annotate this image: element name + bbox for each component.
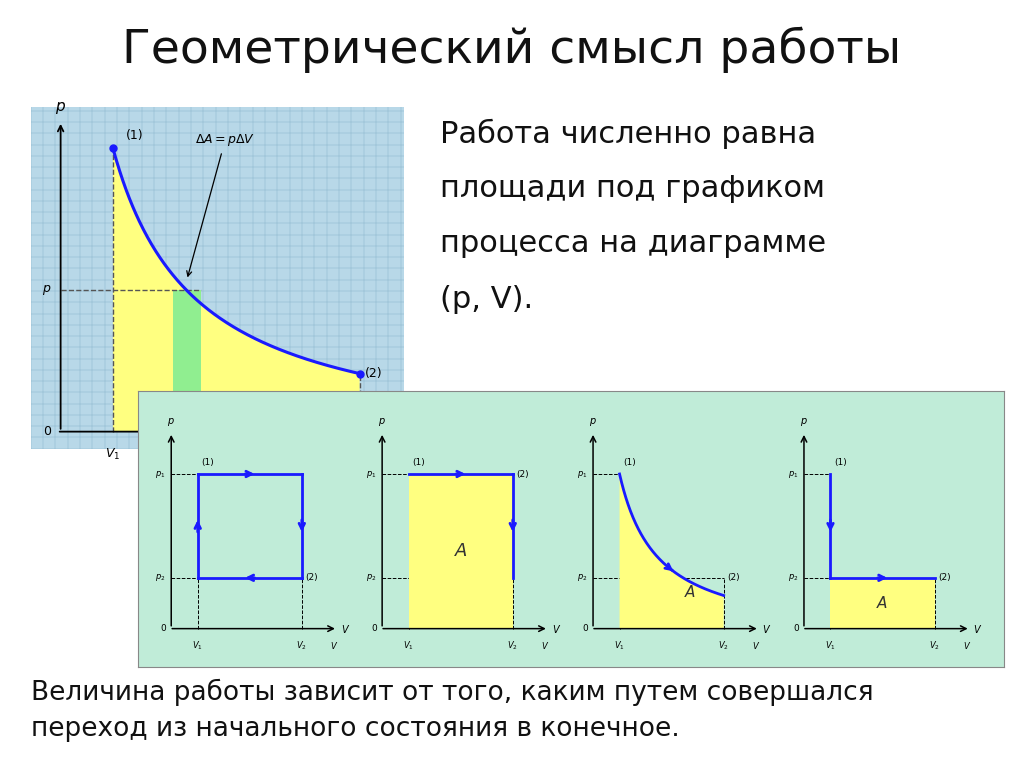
Polygon shape — [113, 148, 359, 432]
Text: (2): (2) — [366, 367, 383, 380]
Text: переход из начального состояния в конечное.: переход из начального состояния в конечн… — [31, 716, 680, 742]
Text: $p$: $p$ — [55, 100, 67, 116]
Text: $V$: $V$ — [399, 423, 413, 439]
Text: $p$: $p$ — [42, 284, 51, 298]
Text: 0: 0 — [43, 425, 51, 438]
Text: $V_2$: $V_2$ — [352, 447, 368, 462]
Text: площади под графиком: площади под графиком — [440, 174, 825, 203]
Text: (p, V).: (p, V). — [440, 285, 534, 314]
Polygon shape — [173, 291, 201, 432]
Text: Геометрический смысл работы: Геометрический смысл работы — [123, 27, 901, 74]
Text: $\Delta A = p\Delta V$: $\Delta A = p\Delta V$ — [186, 133, 255, 276]
Text: Работа численно равна: Работа численно равна — [440, 119, 816, 149]
Text: $\leftarrow\!\Delta V\!\rightarrow$: $\leftarrow\!\Delta V\!\rightarrow$ — [169, 454, 205, 466]
Text: (1): (1) — [126, 129, 143, 141]
Text: Величина работы зависит от того, каким путем совершался: Величина работы зависит от того, каким п… — [31, 679, 873, 706]
Text: процесса на диаграмме: процесса на диаграмме — [440, 229, 826, 258]
Text: $V_1$: $V_1$ — [105, 447, 121, 462]
